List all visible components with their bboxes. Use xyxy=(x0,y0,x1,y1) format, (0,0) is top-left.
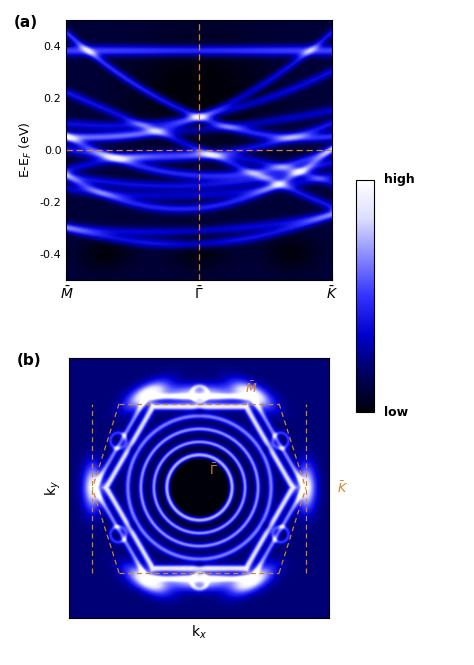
Y-axis label: k$_y$: k$_y$ xyxy=(44,480,64,496)
Y-axis label: E-E$_F$ (eV): E-E$_F$ (eV) xyxy=(18,122,34,178)
Text: $\bar{\Gamma}$: $\bar{\Gamma}$ xyxy=(210,462,219,478)
Text: (a): (a) xyxy=(13,15,37,30)
Text: low: low xyxy=(384,406,408,419)
X-axis label: k$_x$: k$_x$ xyxy=(191,624,207,642)
Text: high: high xyxy=(384,173,415,186)
Text: $\bar{M}$: $\bar{M}$ xyxy=(245,380,257,396)
Text: (b): (b) xyxy=(17,353,42,368)
Text: $\bar{K}$: $\bar{K}$ xyxy=(337,481,348,496)
